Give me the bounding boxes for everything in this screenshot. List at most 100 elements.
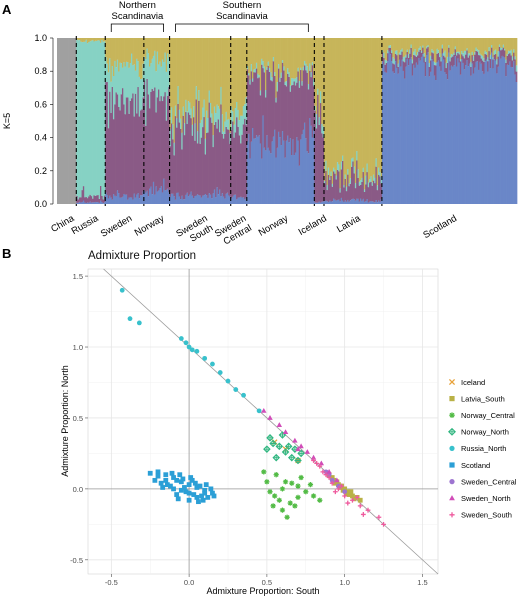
structure-bar-segment — [338, 199, 340, 204]
structure-bar-segment — [86, 198, 89, 203]
structure-bar-segment — [379, 38, 381, 173]
structure-bar-segment — [483, 73, 485, 204]
structure-bar-segment — [294, 38, 297, 79]
structure-bar-segment — [411, 63, 414, 76]
scatter-x-ticks: -0.5 0.0 0.5 1.0 1.5 — [105, 574, 428, 587]
structure-bar-segment — [296, 77, 298, 83]
structure-bar-segment — [226, 129, 229, 193]
structure-bar-segment — [354, 200, 357, 204]
structure-bar-segment — [515, 65, 518, 72]
structure-bar-segment — [498, 44, 501, 47]
structure-bar-segment — [511, 38, 514, 57]
structure-bar-segment — [101, 196, 103, 203]
structure-bar-segment — [101, 202, 103, 204]
structure-bar-segment — [323, 181, 326, 184]
structure-bar-segment — [186, 124, 189, 193]
structure-bar-segment — [287, 68, 289, 74]
scatter-point — [197, 483, 203, 489]
structure-bar-segment — [487, 61, 489, 72]
structure-bar-segment — [119, 110, 122, 198]
scatter-point — [281, 448, 290, 456]
structure-bar-segment — [160, 38, 163, 67]
scatter-x-tick-label: 1.0 — [339, 578, 349, 587]
structure-bar-segment — [513, 38, 515, 50]
structure-bar-segment — [236, 38, 238, 102]
structure-bar-segment — [458, 54, 461, 63]
structure-bar-segment — [242, 105, 245, 125]
structure-bar-segment — [206, 133, 208, 196]
structure-bar-segment — [496, 64, 498, 74]
structure-bar-segment — [480, 38, 483, 55]
structure-bar-segment — [479, 53, 481, 56]
structure-bar-segment — [274, 72, 276, 76]
structure-bar-segment — [285, 38, 288, 82]
structure-bar-segment — [254, 38, 257, 69]
scatter-point-cross — [264, 446, 270, 452]
structure-bar-segment — [196, 194, 199, 204]
structure-bar-segment — [125, 97, 128, 195]
structure-bar-segment — [383, 64, 385, 205]
structure-bar-segment — [392, 71, 394, 205]
structure-bar-segment — [182, 199, 185, 204]
structure-bar-segment — [457, 53, 459, 59]
structure-bar-segment — [114, 38, 116, 61]
scatter-point — [284, 442, 293, 451]
structure-bar-segment — [442, 55, 445, 60]
structure-bar-segment — [374, 202, 376, 204]
structure-bar-segment — [400, 38, 402, 51]
structure-bar-segment — [401, 48, 404, 52]
structure-bar-segment — [280, 77, 283, 146]
structure-bar-segment — [253, 138, 255, 204]
structure-bar-segment — [340, 161, 343, 170]
structure-bar-segment — [172, 139, 174, 194]
structure-bar-segment — [96, 195, 98, 203]
structure-bar-segment — [248, 133, 250, 204]
structure-bar-segment — [130, 53, 133, 99]
structure-bar-segment — [68, 38, 71, 204]
structure-bar-segment — [419, 46, 422, 50]
structure-bar-segment — [212, 147, 215, 194]
structure-bar-segment — [375, 200, 378, 204]
structure-bar-segment — [411, 38, 414, 60]
structure-bar-segment — [347, 38, 349, 170]
structure-bar-segment — [258, 135, 261, 204]
structure-bar-segment — [99, 38, 102, 43]
structure-bar-segment — [284, 157, 287, 204]
structure-bar-segment — [301, 81, 303, 86]
structure-bar-segment — [82, 38, 85, 42]
structure-bar-segment — [510, 38, 513, 50]
structure-bar-segment — [327, 174, 330, 203]
structure-bar-segment — [352, 161, 354, 199]
structure-bar-segment — [378, 174, 380, 201]
structure-bar-segment — [506, 64, 509, 204]
structure-bar-segment — [427, 45, 430, 48]
structure-bar-segment — [422, 38, 424, 46]
structure-bar-segment — [161, 59, 164, 102]
structure-bar-segment — [436, 53, 439, 62]
scatter-point — [183, 489, 189, 495]
structure-bar-segment — [381, 50, 384, 53]
structure-bar-segment — [275, 157, 278, 204]
structure-bar-segment — [394, 53, 397, 62]
structure-bar-segment — [325, 200, 327, 204]
structure-bar-segment — [155, 112, 158, 187]
structure-bar-segment — [257, 38, 259, 74]
structure-bar-segment — [428, 38, 431, 63]
structure-bar-segment — [238, 197, 241, 204]
structure-bar-segment — [491, 38, 493, 46]
structure-bar-segment — [155, 71, 158, 113]
structure-bar-segment — [105, 82, 107, 193]
structure-bar-segment — [449, 38, 452, 57]
scatter-point — [348, 489, 354, 495]
structure-bar-segment — [342, 38, 344, 156]
structure-bar-segment — [347, 199, 349, 204]
structure-bar-segment — [432, 53, 435, 62]
structure-bar-segment — [262, 61, 265, 69]
structure-bar-segment — [461, 51, 463, 55]
structure-bar-segment — [459, 61, 462, 75]
legend-item: Latvia_South — [449, 394, 505, 403]
structure-bar-segment — [85, 203, 88, 204]
structure-bar-segment — [326, 201, 329, 204]
structure-bar-segment — [237, 126, 240, 198]
structure-bar-segment — [149, 108, 151, 189]
